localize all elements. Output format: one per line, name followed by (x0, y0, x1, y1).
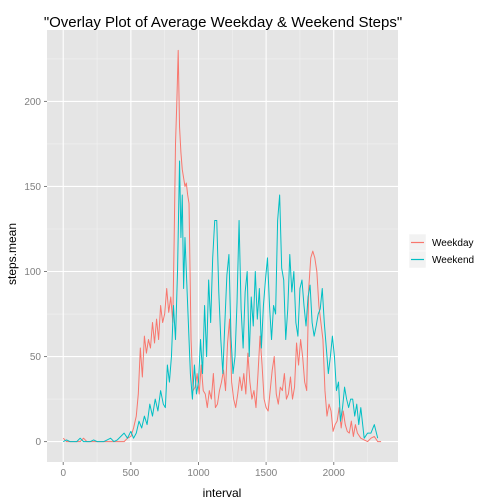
x-axis-label: interval (203, 486, 242, 500)
series-line-weekend (63, 160, 379, 443)
y-tick-label: 200 (24, 97, 41, 108)
y-tick-label: 150 (24, 182, 41, 193)
x-axis: 0 500 1000 1500 2000 (60, 462, 345, 479)
legend-label-weekend: Weekend (432, 255, 474, 266)
series-line-weekday (62, 49, 382, 443)
minor-gridlines (47, 30, 398, 462)
x-tick-label: 2000 (323, 468, 346, 479)
plot-panel (47, 30, 398, 462)
x-tick-label: 0 (60, 468, 66, 479)
series-lines (62, 49, 382, 443)
y-tick-label: 0 (35, 437, 41, 448)
y-tick-label: 100 (24, 267, 41, 278)
x-tick-label: 500 (123, 468, 140, 479)
y-axis-label: steps.mean (5, 223, 19, 285)
y-tick-label: 50 (30, 352, 42, 363)
legend: Weekday Weekend (408, 233, 474, 269)
x-tick-label: 1000 (187, 468, 210, 479)
chart-title: "Overlay Plot of Average Weekday & Weeke… (44, 14, 402, 31)
legend-label-weekday: Weekday (432, 238, 474, 249)
x-tick-label: 1500 (255, 468, 278, 479)
y-axis: 0 50 100 150 200 (24, 97, 47, 448)
